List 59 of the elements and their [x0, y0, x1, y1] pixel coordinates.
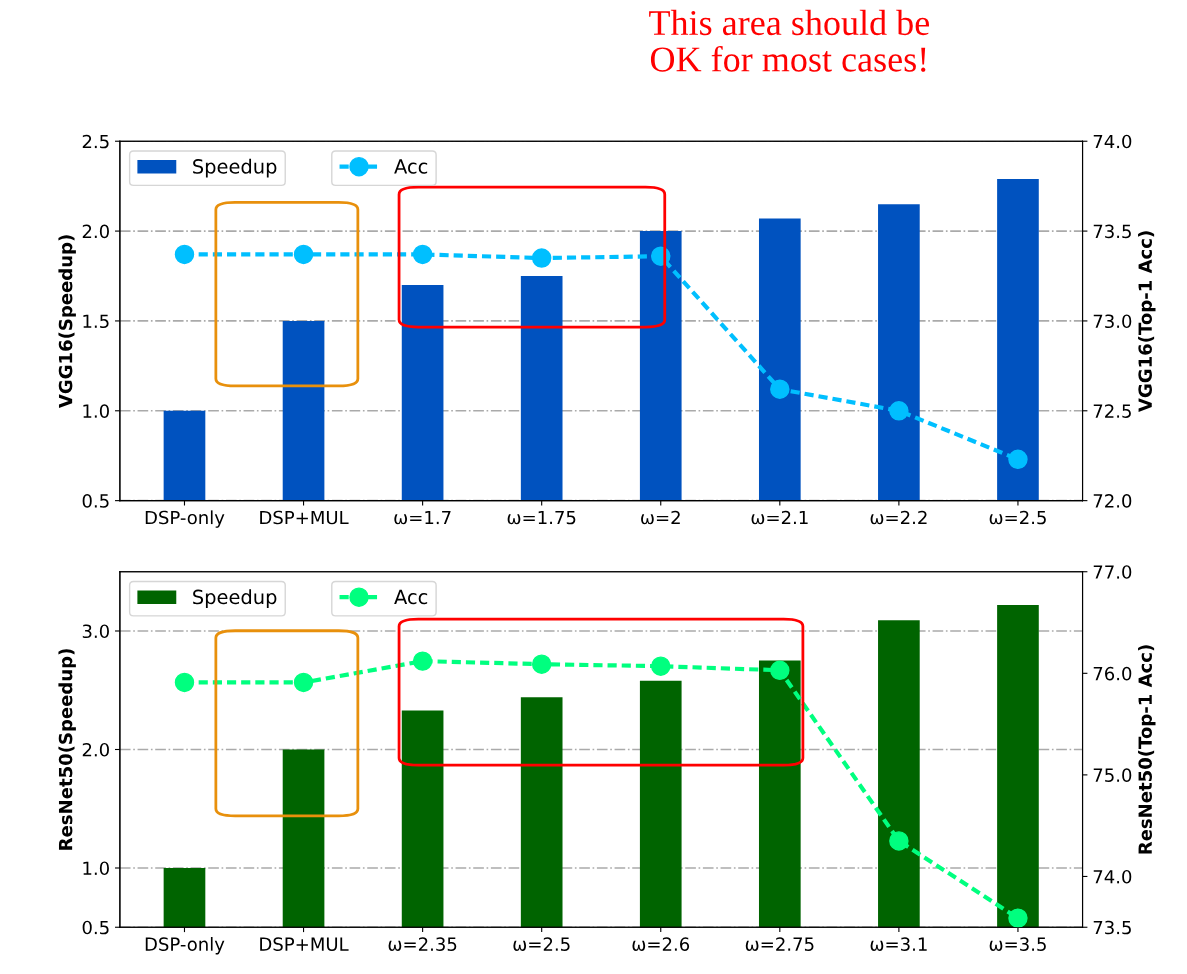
point — [889, 401, 909, 421]
y-tick-label: 2.5 — [82, 134, 109, 149]
y2-tick-label: 77.0 — [1093, 565, 1132, 579]
x-tick-label: DSP+MUL — [260, 937, 349, 951]
legend-label: Acc — [394, 159, 428, 174]
x-tick-label: ω=2.5 — [513, 937, 570, 951]
x-tick-label: ω=2.1 — [751, 510, 808, 525]
point — [412, 651, 433, 671]
y2-tick-label: 76.0 — [1093, 666, 1132, 681]
legend-label: Acc — [394, 589, 428, 605]
legend-label: Speedup — [193, 589, 277, 609]
x-tick-label: ω=3.5 — [989, 937, 1046, 951]
x-tick-label: ω=1.7 — [394, 510, 451, 525]
y2-tick-label: 73.5 — [1093, 920, 1131, 935]
y2-tick-label: 74.0 — [1093, 869, 1132, 884]
y2-tick-label: 72.5 — [1093, 404, 1131, 418]
point — [1008, 449, 1028, 470]
y-axis-title: ResNet50(Speedup) — [58, 649, 76, 850]
x-tick-label: DSP-only — [145, 936, 225, 955]
x-tick-label: DSP-only — [145, 510, 225, 528]
y-tick-label: 2.0 — [82, 224, 109, 239]
y2-tick-label: 72.0 — [1093, 494, 1132, 508]
x-tick-label: ω=2.5 — [989, 510, 1046, 525]
x-tick-label: ω=1.75 — [507, 510, 576, 525]
point — [293, 672, 314, 693]
point — [174, 244, 195, 265]
y2-tick-label: 73.5 — [1093, 224, 1131, 239]
x-tick-label: ω=3.1 — [870, 937, 927, 951]
point — [412, 244, 433, 265]
y-tick-label: 1.0 — [83, 861, 109, 876]
x-tick-label: ω=2.75 — [745, 937, 814, 951]
y2-axis-title: ResNet50(Top-1 Acc) — [1138, 645, 1156, 854]
point — [651, 656, 671, 676]
y-axis-title: VGG16(Speedup) — [58, 235, 76, 409]
point — [174, 672, 195, 693]
y-tick-label: 0.5 — [82, 920, 109, 935]
legend-label: Speedup — [193, 158, 277, 178]
x-tick-label: ω=2.35 — [388, 937, 457, 951]
point — [889, 831, 909, 851]
x-tick-label: DSP+MUL — [260, 510, 349, 525]
point — [531, 654, 552, 674]
point — [293, 244, 314, 265]
text: This area should be OK for most cases! — [649, 9, 929, 72]
point — [770, 379, 790, 399]
y-tick-label: 1.5 — [83, 314, 109, 329]
y2-tick-label: 75.0 — [1093, 768, 1132, 782]
y-tick-label: 1.0 — [83, 404, 109, 418]
point — [1008, 908, 1028, 928]
point — [770, 660, 790, 680]
y-tick-label: 2.0 — [82, 742, 109, 757]
x-tick-label: ω=2.2 — [870, 510, 927, 525]
y2-tick-label: 73.0 — [1093, 314, 1132, 329]
y2-tick-label: 74.0 — [1093, 134, 1132, 149]
x-tick-label: ω=2 — [641, 510, 680, 525]
x-tick-label: ω=2.6 — [632, 937, 690, 951]
y2-axis-title: VGG16(Top-1 Acc) — [1138, 231, 1156, 412]
y-tick-label: 0.5 — [82, 494, 109, 508]
point — [531, 248, 552, 268]
y-tick-label: 3.0 — [82, 624, 109, 639]
